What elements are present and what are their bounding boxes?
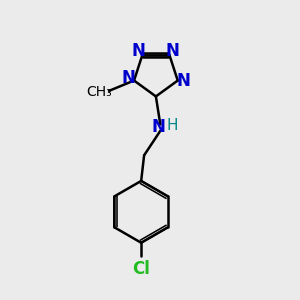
Text: N: N (176, 71, 190, 89)
Text: N: N (152, 118, 166, 136)
Text: CH₃: CH₃ (86, 85, 112, 99)
Text: N: N (122, 69, 136, 87)
Text: N: N (166, 42, 180, 60)
Text: H: H (167, 118, 178, 134)
Text: Cl: Cl (132, 260, 150, 278)
Text: N: N (132, 42, 146, 60)
